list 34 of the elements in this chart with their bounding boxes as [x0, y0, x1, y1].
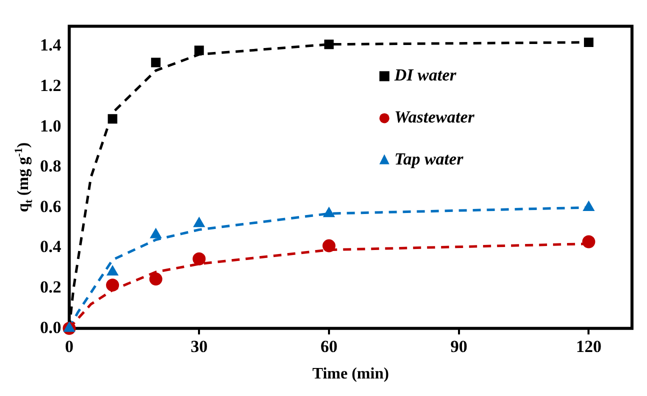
point — [150, 228, 162, 238]
point — [151, 58, 161, 68]
point — [106, 278, 120, 292]
y-tick-label: 1.0 — [40, 116, 62, 136]
point — [322, 239, 336, 252]
point — [324, 40, 334, 50]
y-axis-title: qt (mg g-1) — [12, 142, 35, 212]
legend-label: Wastewater — [394, 108, 475, 127]
legend-label: Tap water — [394, 150, 464, 169]
x-tick-label: 0 — [65, 336, 74, 356]
x-tick-label: 30 — [190, 336, 208, 356]
x-tick-label: 60 — [320, 336, 338, 356]
y-tick-label: 0.0 — [40, 318, 62, 337]
x-axis-title: Time (min) — [312, 366, 389, 383]
y-tick-label: 1.4 — [40, 36, 62, 55]
point — [583, 201, 594, 212]
point — [108, 114, 118, 124]
y-tick-label: 0.4 — [40, 237, 62, 256]
point — [193, 217, 205, 228]
x-tick-label: 120 — [576, 336, 602, 356]
y-tick-label: 0.2 — [40, 277, 62, 296]
point — [584, 38, 594, 48]
y-tick-label: 0.8 — [40, 156, 62, 176]
y-tick-label: 0.6 — [40, 196, 62, 216]
point — [64, 322, 75, 332]
legend-label: DI water — [393, 66, 457, 85]
point — [149, 272, 162, 286]
point — [194, 46, 204, 56]
y-tick-label: 1.2 — [40, 76, 62, 96]
point — [582, 235, 596, 248]
point — [192, 252, 206, 266]
point — [106, 265, 118, 276]
x-tick-label: 90 — [450, 336, 468, 356]
point — [323, 207, 335, 218]
